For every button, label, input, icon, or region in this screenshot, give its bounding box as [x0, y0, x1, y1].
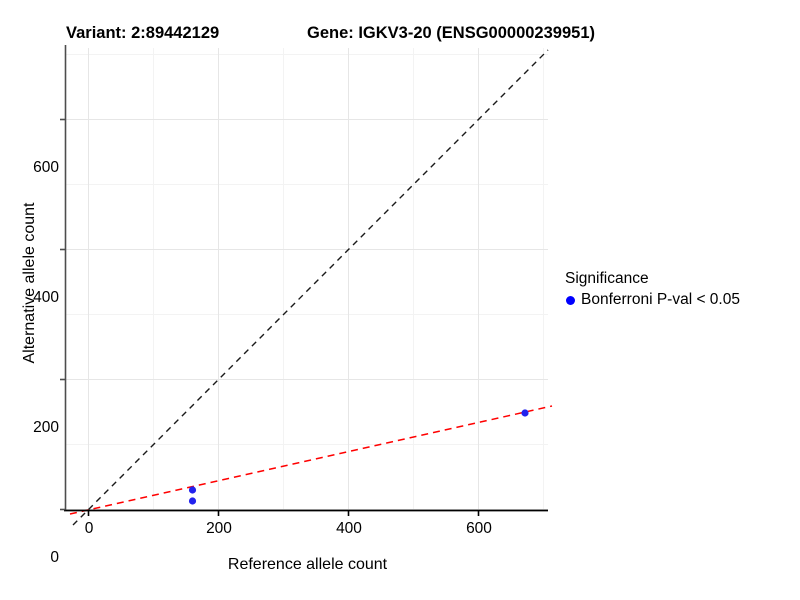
axis-spines [64, 45, 548, 512]
x-axis-ticks [87, 510, 480, 516]
gene-title: Gene: IGKV3-20 (ENSG00000239951) [307, 24, 595, 42]
legend-item-label: Bonferroni P-val < 0.05 [581, 291, 740, 308]
data-point[interactable] [188, 486, 197, 494]
major-gridlines [65, 48, 548, 511]
data-point[interactable] [188, 497, 197, 505]
legend-item-bonferroni[interactable]: Bonferroni P-val < 0.05 [565, 291, 797, 309]
variant-title: Variant: 2:89442129 [66, 24, 220, 42]
x-tick-label-600: 600 [466, 520, 492, 537]
identity-line [72, 49, 549, 526]
plot-canvas [60, 45, 553, 526]
x-tick-label-400: 400 [336, 520, 362, 537]
figure-title-row: Variant: 2:89442129 Gene: IGKV3-20 (ENSG… [0, 24, 800, 46]
y-tick-label-200: 200 [33, 419, 59, 436]
x-tick-label-200: 200 [206, 520, 232, 537]
data-points [188, 409, 529, 505]
fit-line [69, 405, 553, 515]
legend-marker-circle-icon [566, 295, 575, 305]
minor-gridlines [65, 48, 548, 511]
data-point[interactable] [521, 409, 529, 417]
y-axis-ticks [60, 118, 66, 511]
y-axis-title: Alternative allele count [21, 202, 38, 364]
plot-panel: 0 200 400 600 0 200 400 600 [33, 45, 553, 566]
legend-title: Significance [565, 270, 649, 287]
y-tick-label-600: 600 [33, 159, 59, 176]
y-tick-label-400: 400 [33, 289, 59, 306]
x-tick-label-0: 0 [84, 520, 94, 537]
legend: Significance Bonferroni P-val < 0.05 [565, 270, 797, 309]
x-axis-title: Reference allele count [227, 556, 388, 573]
y-tick-label-0: 0 [50, 549, 59, 566]
